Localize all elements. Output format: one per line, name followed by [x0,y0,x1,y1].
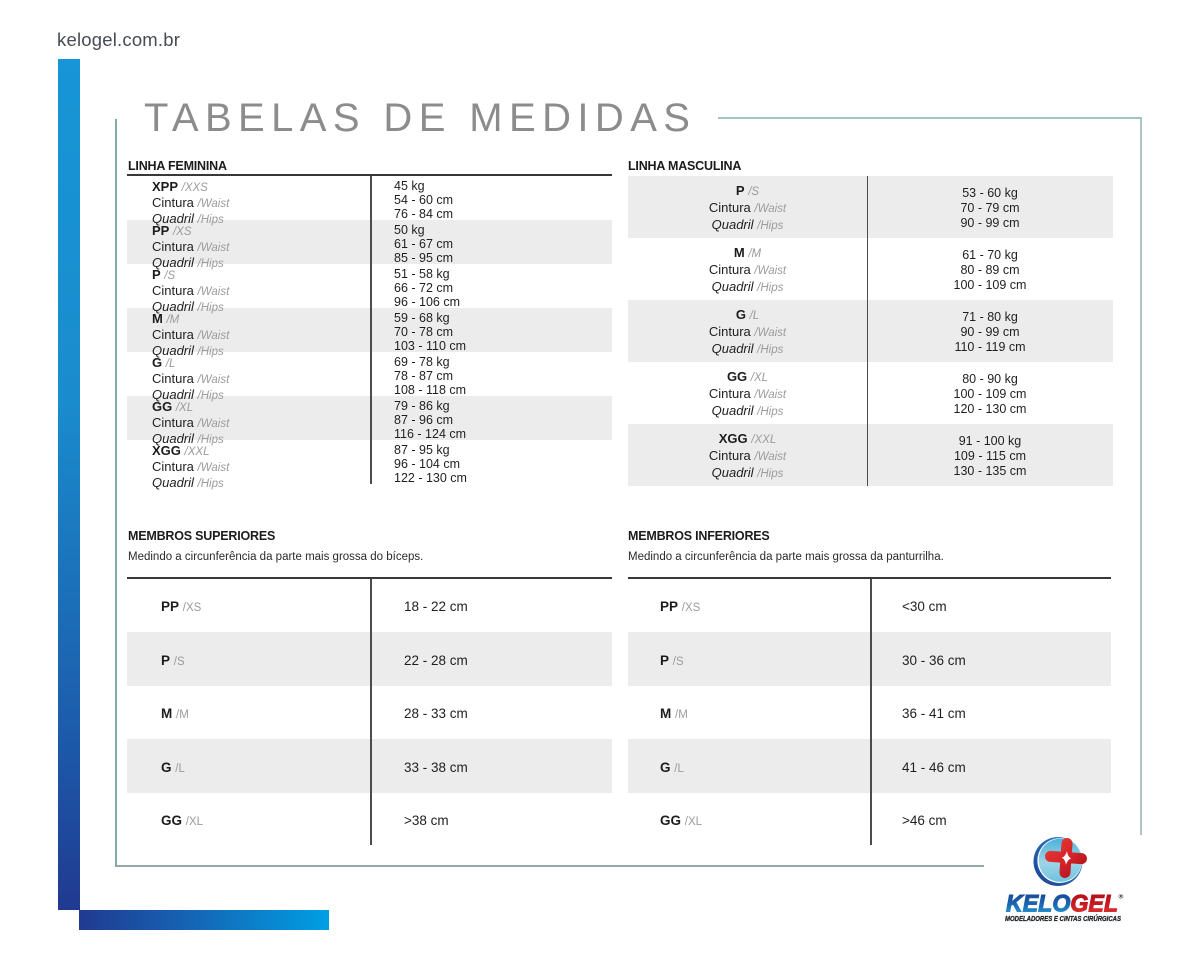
svg-text:KELOGEL: KELOGEL [1006,891,1118,918]
svg-text:®: ® [1119,893,1124,901]
svg-text:MODELADORES E CINTAS CIRÚRGICA: MODELADORES E CINTAS CIRÚRGICAS [1005,914,1121,923]
